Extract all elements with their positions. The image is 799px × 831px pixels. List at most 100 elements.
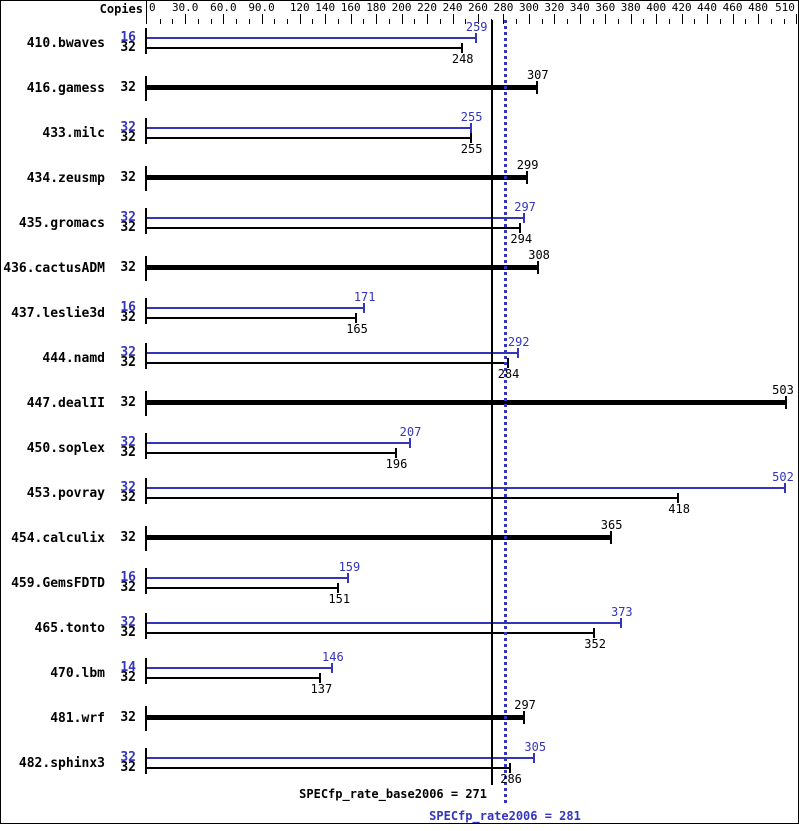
bar-end-cap (470, 133, 472, 143)
axis-tick (707, 14, 708, 24)
base-copies-value: 32 (120, 170, 136, 185)
peak-copies-value: 14 (120, 660, 136, 675)
bar-end-cap (533, 753, 535, 763)
base-bar (147, 767, 511, 769)
benchmark-name: 434.zeusmp (26, 171, 105, 186)
axis-tick-label: 60.0 (210, 1, 237, 14)
axis-tick (758, 14, 759, 24)
bar-end-cap (470, 123, 472, 133)
base-score-label: SPECfp_rate_base2006 = 271 (299, 787, 487, 801)
peak-copies-value: 32 (120, 210, 136, 225)
axis-tick (440, 19, 441, 24)
base-bar (147, 137, 472, 139)
peak-copies-value: 32 (120, 345, 136, 360)
axis-tick (593, 19, 594, 24)
base-value-label: 299 (516, 158, 539, 172)
benchmark-name: 465.tonto (34, 621, 105, 636)
bar-start-cap (145, 256, 147, 281)
bar-end-cap (784, 483, 786, 493)
axis-tick (465, 19, 466, 24)
axis-tick-label: 300 (518, 1, 539, 14)
bar-start-cap (145, 613, 147, 639)
base-bar (147, 587, 339, 589)
axis-tick (516, 19, 517, 24)
bar-end-cap (461, 43, 463, 53)
axis-tick-label: 420 (671, 1, 692, 14)
base-bar (147, 362, 509, 364)
axis-tick (312, 19, 313, 24)
bar-end-cap (395, 448, 397, 458)
peak-copies-value: 16 (120, 570, 136, 585)
base-copies-value: 32 (120, 40, 136, 55)
axis-tick (389, 19, 390, 24)
axis-tick (376, 14, 377, 24)
peak-copies-value: 16 (120, 300, 136, 315)
peak-score-label: SPECfp_rate2006 = 281 (429, 809, 581, 823)
peak-copies-value: 32 (120, 615, 136, 630)
bar-end-cap (475, 33, 477, 43)
bar-start-cap (145, 526, 147, 551)
base-bar (147, 452, 397, 454)
base-bar (147, 85, 538, 90)
base-copies-value: 32 (120, 580, 136, 595)
axis-tick (453, 14, 454, 24)
base-copies-value: 32 (120, 490, 136, 505)
bar-end-cap (319, 673, 321, 683)
benchmark-name: 450.soplex (26, 441, 105, 456)
base-copies-value: 32 (120, 625, 136, 640)
axis-tick (249, 19, 250, 24)
axis-tick-label: 400 (646, 1, 667, 14)
axis-tick (796, 14, 797, 24)
bar-start-cap (145, 391, 147, 416)
base-value-label: 196 (385, 457, 408, 471)
benchmark-name: 453.povray (26, 486, 105, 501)
bar-start-cap (145, 706, 147, 731)
base-bar (147, 175, 528, 180)
axis-tick (529, 14, 530, 24)
axis-tick (580, 14, 581, 24)
bar-end-cap (536, 81, 538, 94)
base-bar (147, 317, 357, 319)
base-copies-value: 32 (120, 130, 136, 145)
peak-bar (147, 352, 519, 354)
benchmark-name: 444.namd (42, 351, 105, 366)
axis-tick (363, 19, 364, 24)
bar-end-cap (785, 396, 787, 409)
bar-end-cap (409, 438, 411, 448)
copies-header: Copies (99, 2, 143, 16)
bar-start-cap (145, 478, 147, 504)
base-copies-value: 32 (120, 355, 136, 370)
bar-end-cap (610, 531, 612, 544)
axis-tick-label: 360 (595, 1, 616, 14)
peak-bar (147, 307, 365, 309)
base-value-label: 255 (460, 142, 483, 156)
benchmark-name: 433.milc (42, 126, 105, 141)
peak-bar (147, 757, 535, 759)
bar-start-cap (145, 76, 147, 101)
bar-end-cap (526, 171, 528, 184)
peak-value-label: 502 (772, 470, 794, 484)
benchmark-name: 454.calculix (11, 531, 105, 546)
axis-tick-label: 460 (722, 1, 743, 14)
axis-tick-label: 220 (417, 1, 437, 14)
peak-value-label: 255 (460, 110, 483, 124)
axis-tick-label: 200 (391, 1, 412, 14)
axis-tick (745, 19, 746, 24)
axis-tick (618, 19, 619, 24)
axis-tick (554, 14, 555, 24)
axis-tick (198, 19, 199, 24)
peak-value-label: 305 (524, 740, 547, 754)
axis-tick-label: 180 (366, 1, 387, 14)
benchmark-name: 459.GemsFDTD (11, 576, 105, 591)
peak-bar (147, 37, 477, 39)
axis-tick (160, 19, 161, 24)
bar-end-cap (331, 663, 333, 673)
peak-bar (147, 577, 349, 579)
peak-bar (147, 127, 472, 129)
benchmark-name: 410.bwaves (26, 36, 105, 51)
benchmark-name: 447.dealII (26, 396, 105, 411)
axis-tick (236, 19, 237, 24)
bar-start-cap (145, 343, 147, 369)
bar-start-cap (145, 748, 147, 774)
